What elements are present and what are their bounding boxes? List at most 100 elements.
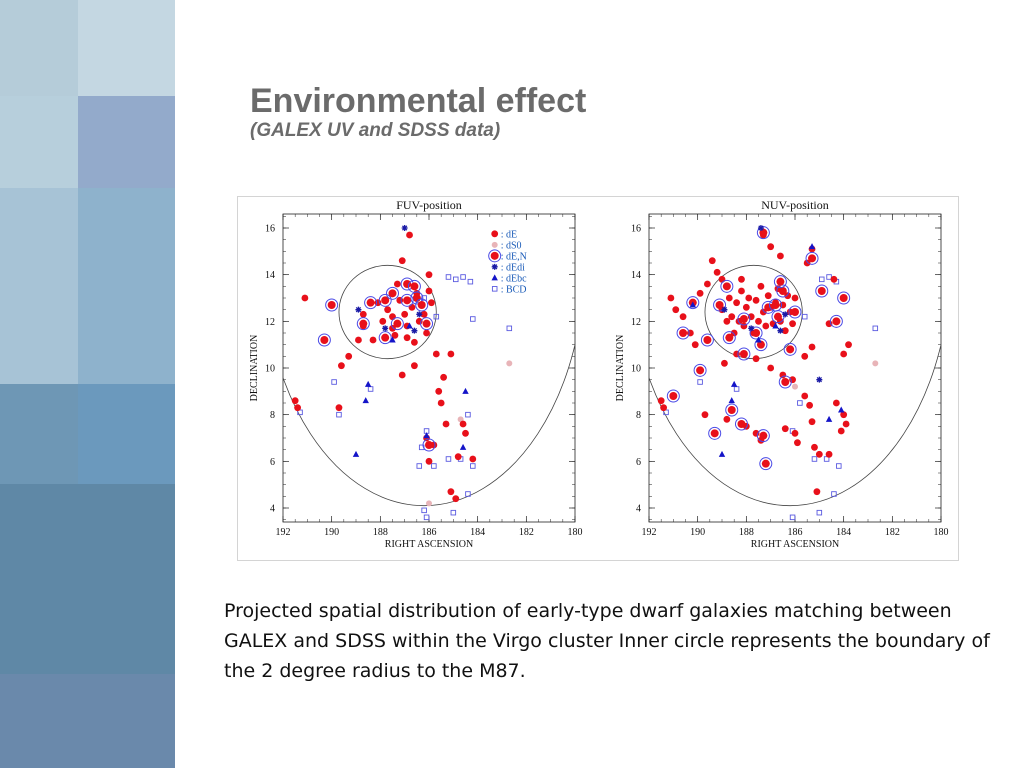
- den-point: [710, 429, 719, 438]
- de-point: [767, 243, 775, 251]
- y-tick-label: 16: [265, 224, 275, 235]
- den-point-ring: [805, 251, 819, 265]
- x-tick-label: 184: [470, 527, 485, 538]
- y-tick-label: 16: [631, 224, 641, 235]
- den-point-ring: [754, 338, 768, 352]
- den-point-ring: [488, 249, 502, 263]
- sidebar-tile: [78, 188, 175, 384]
- den-point: [381, 296, 390, 305]
- de-point: [811, 443, 818, 451]
- de-point: [791, 429, 799, 437]
- plot-frame: [282, 213, 576, 523]
- den-point: [808, 254, 817, 263]
- den-point: [759, 431, 768, 440]
- x-tick-label: 190: [690, 527, 705, 538]
- de-point: [762, 322, 770, 330]
- den-point-ring: [720, 279, 734, 293]
- den-point: [393, 319, 402, 328]
- de-point: [784, 292, 792, 300]
- bcd-point: [416, 463, 423, 469]
- dedi-point: [782, 311, 789, 318]
- y-tick-label: 8: [636, 410, 641, 421]
- de-point: [691, 341, 699, 349]
- debc-point: [462, 387, 469, 394]
- dedi-point: [491, 263, 498, 270]
- den-point: [832, 317, 841, 326]
- debc-point: [491, 274, 498, 281]
- de-point: [755, 317, 762, 325]
- de-point: [408, 303, 416, 311]
- sidebar-tile: [0, 484, 175, 674]
- x-axis-label: RIGHT ASCENSION: [385, 539, 473, 550]
- slide-subtitle: (GALEX UV and SDSS data): [250, 120, 501, 141]
- de-point: [425, 271, 433, 279]
- de-point: [369, 336, 377, 344]
- de-point: [396, 296, 404, 304]
- den-point: [764, 303, 773, 312]
- title-block: Environmental effect (GALEX UV and SDSS …: [250, 82, 586, 142]
- den-point-ring: [708, 426, 722, 440]
- debc-point: [808, 243, 816, 250]
- den-point-ring: [734, 417, 748, 431]
- de-point: [808, 343, 816, 351]
- de-point: [294, 404, 301, 412]
- den-point: [703, 336, 712, 344]
- den-point-ring: [783, 342, 797, 356]
- den-point-ring: [837, 291, 851, 305]
- den-point: [781, 378, 790, 386]
- de-point: [725, 294, 733, 302]
- debc-point: [689, 301, 696, 308]
- dedi-point: [382, 325, 389, 332]
- den-point-ring: [325, 298, 339, 312]
- ds0-point: [872, 360, 879, 367]
- debc-point: [423, 432, 430, 439]
- y-tick-label: 4: [270, 504, 275, 515]
- x-tick-label: 180: [568, 527, 583, 538]
- survey-boundary-arc: [283, 342, 575, 506]
- de-point: [738, 287, 745, 295]
- de-point: [401, 310, 409, 318]
- de-point: [801, 392, 809, 400]
- dedi-point: [416, 311, 423, 318]
- de-point: [345, 352, 353, 360]
- de-point: [447, 350, 455, 358]
- de-point: [840, 350, 848, 358]
- sidebar-tile: [0, 96, 78, 188]
- de-point: [679, 313, 687, 321]
- den-point-ring: [737, 312, 751, 326]
- sidebar-tile: [0, 188, 78, 384]
- den-point: [679, 329, 688, 337]
- de-point: [398, 371, 406, 379]
- de-point: [730, 329, 738, 337]
- de-point: [355, 336, 362, 344]
- x-axis-label: RIGHT ASCENSION: [751, 539, 839, 550]
- bcd-point: [450, 509, 457, 516]
- bcd-point: [423, 514, 430, 521]
- panel-title: FUV-position: [396, 198, 462, 212]
- den-point: [839, 294, 848, 302]
- x-tick-label: 182: [519, 527, 534, 538]
- den-point-ring: [737, 347, 751, 361]
- de-point: [752, 355, 760, 363]
- den-point: [773, 312, 782, 321]
- bcd-point: [831, 491, 837, 497]
- y-tick-label: 4: [636, 504, 641, 515]
- de-point: [435, 387, 443, 395]
- den-point: [791, 308, 799, 316]
- de-point: [789, 320, 796, 328]
- debc-point: [459, 443, 467, 450]
- den-point-ring: [686, 296, 700, 310]
- de-point: [660, 404, 667, 412]
- bcd-point: [491, 286, 498, 292]
- de-point: [721, 359, 728, 367]
- sidebar-tile: [0, 384, 78, 484]
- de-point: [301, 294, 309, 302]
- de-point: [708, 257, 716, 265]
- x-tick-label: 192: [642, 527, 657, 538]
- de-point: [723, 415, 731, 423]
- de-point: [794, 439, 801, 447]
- bcd-point: [733, 386, 740, 392]
- de-point: [752, 296, 760, 304]
- de-point: [718, 275, 726, 283]
- den-point: [752, 329, 761, 337]
